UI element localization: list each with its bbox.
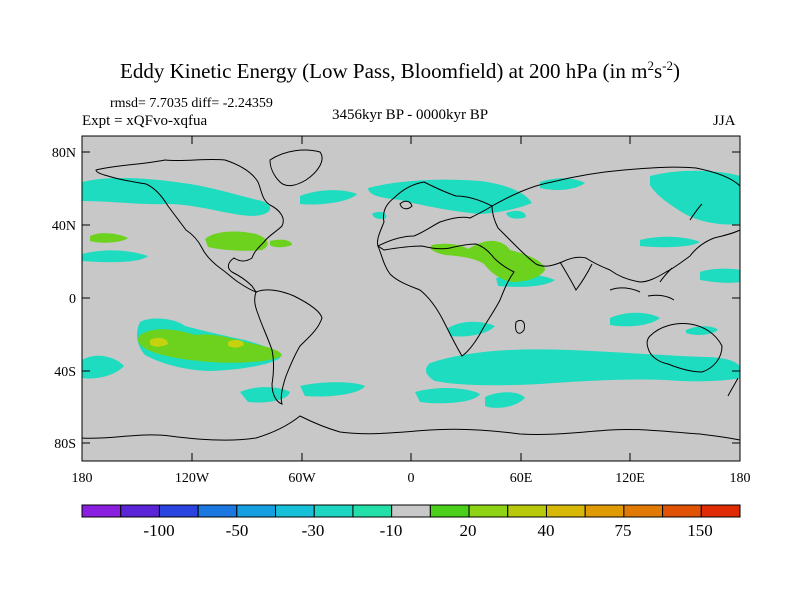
colorbar-swatch [158,504,199,518]
x-tick-label: 180 [72,471,93,486]
japan-coast [689,203,703,221]
experiment-label: Expt = xQFvo-xqfua [82,113,208,129]
madagascar-coast [515,319,525,334]
colorbar-label: 20 [460,521,477,540]
cyan-region [506,210,526,219]
new-zealand-coast [727,377,739,397]
chart-title: Eddy Kinetic Energy (Low Pass, Bloomfiel… [120,58,680,83]
colorbar-label: -30 [302,521,325,540]
colorbar-swatch [662,504,702,518]
antarctica-coast [81,415,741,441]
colorbar [81,504,741,518]
north-america-coast [95,158,284,293]
cyan-region [610,312,660,327]
india-coast [559,261,593,291]
period-label: 3456kyr BP - 0000kyr BP [331,107,489,123]
coastlines [81,149,741,441]
green-anomaly-regions [90,231,545,363]
colorbar-swatch [197,504,238,518]
colorbar-swatch [700,504,741,518]
green-region [90,233,128,243]
green-region [205,231,268,251]
colorbar-label: -100 [143,521,174,540]
cyan-region [300,190,357,205]
cyan-region [300,382,365,397]
x-tick-label: 60W [288,471,316,486]
europe-africa-coast [377,181,515,357]
cyan-region [240,387,290,403]
british-isles-coast [399,200,413,210]
y-axis [82,151,740,444]
cyan-region [540,178,585,191]
y-tick-label: 80N [52,146,76,161]
x-tick-label: 120E [615,471,645,486]
greenland-coast [269,149,323,187]
colorbar-swatch [120,504,160,518]
cyan-region [700,268,740,283]
colorbar-swatch [429,504,470,518]
colorbar-swatch [81,504,122,518]
cyan-region [415,387,480,404]
y-tick-label: 40N [52,219,76,234]
colorbar-swatch [507,504,547,518]
colorbar-labels: -100 -50 -30 -10 20 40 75 150 [143,521,712,540]
cyan-region [686,326,718,335]
x-tick-label: 120W [175,471,210,486]
y-tick-label: 0 [69,292,76,307]
x-tick-label: 180 [730,471,751,486]
cyan-region [372,211,387,219]
green-region [270,239,292,248]
x-axis [81,136,741,461]
colorbar-swatch [275,504,315,518]
cyan-region [640,236,700,248]
colorbar-swatch [352,504,393,518]
green-region [138,329,282,363]
colorbar-swatch [468,504,509,518]
season-label: JJA [713,113,736,129]
yellow-region [228,339,244,348]
colorbar-swatch [623,504,664,518]
green-region [430,240,545,282]
cyan-region [82,355,124,379]
colorbar-swatch [391,504,431,518]
colorbar-label: 40 [538,521,555,540]
southeast-asia-islands [609,267,675,301]
yellow-anomaly-regions [150,337,244,348]
colorbar-label: 75 [615,521,632,540]
colorbar-label: -10 [380,521,403,540]
cyan-region [82,250,148,263]
colorbar-swatch [584,504,625,518]
cyan-region [82,177,271,216]
x-tick-label: 60E [510,471,533,486]
australia-coast [646,323,723,373]
colorbar-swatch [313,504,354,518]
colorbar-label: 150 [687,521,713,540]
colorbar-swatch [236,504,277,518]
cyan-region [425,349,740,386]
cyan-region [650,170,740,225]
y-tick-label: 80S [54,437,76,452]
south-america-coast [254,289,323,405]
y-tick-label: 40S [54,365,76,380]
cyan-region [448,321,495,337]
y-tick-labels: 80N 40N 0 40S 80S [52,146,76,452]
x-tick-labels: 180 120W 60W 0 60E 120E 180 [72,471,751,486]
cyan-region [485,392,525,408]
x-tick-label: 0 [408,471,415,486]
colorbar-swatch [545,504,586,518]
yellow-region [150,337,168,347]
asia-coast [491,166,741,283]
colorbar-label: -50 [226,521,249,540]
rmsd-diff-stats: rmsd= 7.7035 diff= -2.24359 [110,96,273,111]
